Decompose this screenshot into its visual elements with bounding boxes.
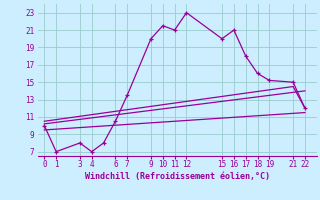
- X-axis label: Windchill (Refroidissement éolien,°C): Windchill (Refroidissement éolien,°C): [85, 172, 270, 181]
